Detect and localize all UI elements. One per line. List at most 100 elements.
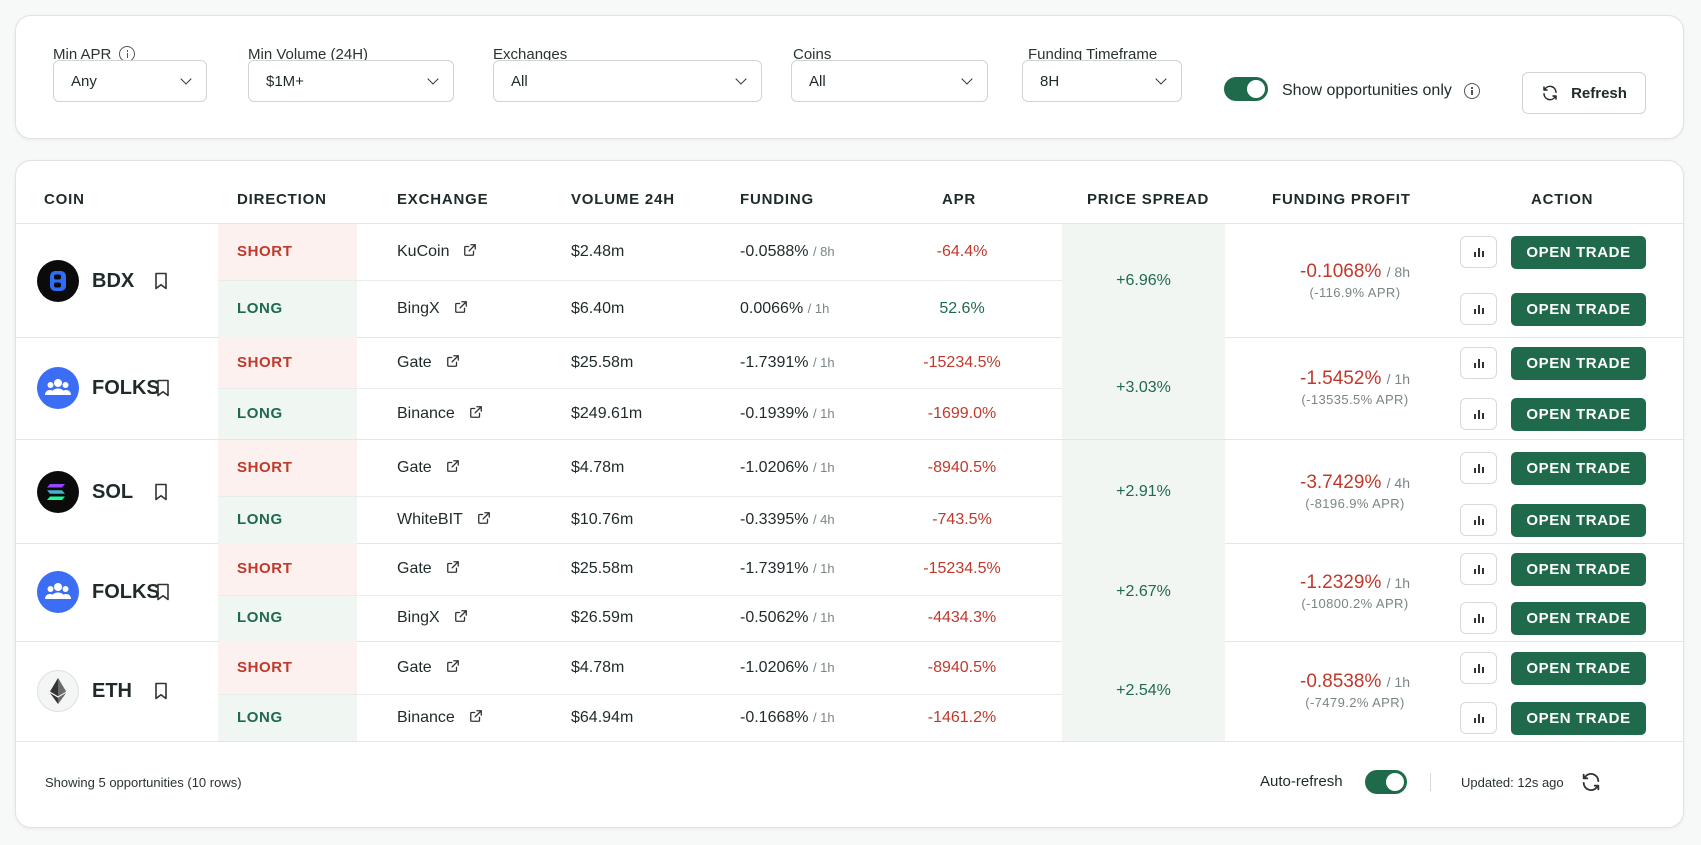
exchange-name[interactable]: Gate	[397, 560, 432, 577]
exchange-name[interactable]: KuCoin	[397, 243, 450, 260]
info-icon[interactable]	[1463, 83, 1480, 99]
exchange-name[interactable]: Gate	[397, 658, 432, 676]
header-direction[interactable]: DIRECTION	[237, 191, 327, 208]
exchange-name[interactable]: Gate	[397, 353, 432, 371]
funding-profit-value: -1.2329%	[1300, 572, 1382, 593]
show-opportunities-toggle[interactable]	[1224, 77, 1268, 101]
chart-icon	[1473, 304, 1484, 314]
header-price-spread[interactable]: PRICE SPREAD	[1087, 191, 1210, 208]
bookmark-icon[interactable]	[156, 583, 170, 601]
exchange-name[interactable]: BingX	[397, 299, 440, 317]
auto-refresh-toggle[interactable]	[1365, 770, 1407, 794]
spread-cell-bg	[1062, 641, 1225, 741]
min-apr-select[interactable]: Any	[53, 60, 207, 102]
external-link-icon[interactable]	[454, 300, 468, 314]
open-trade-button[interactable]: OPEN TRADE	[1511, 602, 1646, 635]
funding-cell: -1.0206% / 1h	[740, 658, 835, 678]
funding-profit-apr: (-116.9% APR)	[1309, 284, 1401, 300]
funding-cell: 0.0066% / 1h	[740, 299, 829, 319]
refresh-button[interactable]: Refresh	[1522, 72, 1646, 114]
bookmark-icon[interactable]	[156, 379, 170, 397]
long-cell-bg	[218, 280, 357, 337]
funding-profit-apr: (-8196.9% APR)	[1305, 495, 1405, 511]
external-link-icon[interactable]	[463, 243, 477, 257]
funding-profit-interval: / 1h	[1386, 575, 1410, 591]
open-trade-button[interactable]: OPEN TRADE	[1511, 397, 1646, 431]
open-trade-button[interactable]: OPEN TRADE	[1511, 553, 1646, 586]
external-link-icon[interactable]	[446, 560, 460, 574]
open-trade-button[interactable]: OPEN TRADE	[1511, 701, 1646, 735]
open-trade-button[interactable]: OPEN TRADE	[1511, 503, 1646, 537]
chart-button[interactable]	[1460, 397, 1497, 430]
funding-rate: -0.1668%	[740, 708, 809, 726]
chart-button[interactable]	[1460, 452, 1497, 484]
bookmark-icon[interactable]	[154, 272, 168, 290]
chart-button[interactable]	[1460, 346, 1497, 379]
external-link-icon[interactable]	[446, 354, 460, 368]
bookmark-icon[interactable]	[154, 682, 168, 700]
funding-cell: -1.0206% / 1h	[740, 458, 835, 478]
funding-cell: -0.1668% / 1h	[740, 708, 835, 728]
chevron-down-icon	[180, 73, 192, 85]
chart-button[interactable]	[1460, 553, 1497, 585]
funding-timeframe-value: 8H	[1040, 72, 1060, 90]
exchange-name[interactable]: BingX	[397, 609, 440, 626]
chart-button[interactable]	[1460, 701, 1497, 734]
funding-rate: -0.3395%	[740, 510, 809, 528]
open-trade-button[interactable]: OPEN TRADE	[1511, 651, 1646, 685]
external-link-icon[interactable]	[469, 405, 483, 419]
external-link-icon[interactable]	[446, 659, 460, 673]
row-divider	[16, 439, 1683, 440]
funding-rate: -0.1939%	[740, 404, 809, 422]
header-funding-profit[interactable]: FUNDING PROFIT	[1272, 191, 1411, 208]
header-coin[interactable]: COIN	[44, 191, 85, 208]
external-link-icon[interactable]	[469, 709, 483, 723]
open-trade-button[interactable]: OPEN TRADE	[1511, 292, 1646, 326]
apr-value: -8940.5%	[927, 658, 997, 676]
header-exchange[interactable]: EXCHANGE	[397, 191, 489, 208]
volume-value: $6.40m	[571, 299, 625, 317]
min-volume-select[interactable]: $1M+	[248, 60, 454, 102]
chevron-down-icon	[735, 73, 747, 85]
exchange-name[interactable]: WhiteBIT	[397, 510, 463, 528]
funding-cell: -0.1939% / 1h	[740, 404, 835, 424]
funding-timeframe-select[interactable]: 8H	[1022, 60, 1182, 102]
refresh-icon	[1543, 85, 1557, 101]
external-link-icon[interactable]	[454, 609, 468, 623]
bookmark-icon[interactable]	[154, 483, 168, 501]
chart-button[interactable]	[1460, 292, 1497, 325]
chart-icon	[1473, 358, 1484, 368]
eth-logo-icon	[37, 670, 79, 712]
funding-profit-cell: -1.2329% / 1h (-10800.2% APR)	[1245, 572, 1465, 611]
header-apr[interactable]: APR	[942, 191, 977, 208]
header-funding[interactable]: FUNDING	[740, 191, 814, 208]
coin-name: FOLKS	[92, 581, 160, 603]
exchange-name[interactable]: Binance	[397, 404, 455, 422]
chart-button[interactable]	[1460, 651, 1497, 684]
exchange-name[interactable]: Binance	[397, 708, 455, 726]
funding-interval: / 1h	[812, 561, 835, 576]
external-link-icon[interactable]	[446, 459, 460, 473]
chart-icon	[1473, 464, 1484, 473]
open-trade-button[interactable]: OPEN TRADE	[1511, 236, 1646, 269]
row-divider	[16, 543, 1683, 544]
chart-button[interactable]	[1460, 602, 1497, 634]
open-trade-button[interactable]: OPEN TRADE	[1511, 452, 1646, 485]
funding-interval: / 8h	[812, 244, 835, 259]
header-volume[interactable]: VOLUME 24H	[571, 191, 675, 208]
funding-rate: -0.5062%	[740, 609, 809, 626]
funding-profit-apr: (-13535.5% APR)	[1301, 392, 1409, 407]
exchange-name[interactable]: Gate	[397, 459, 432, 476]
apr-value: -1699.0%	[927, 404, 997, 422]
chevron-down-icon	[1155, 73, 1167, 85]
funding-interval: / 1h	[812, 709, 835, 725]
coins-select[interactable]: All	[791, 60, 988, 102]
exchanges-select[interactable]: All	[493, 60, 762, 102]
open-trade-button[interactable]: OPEN TRADE	[1511, 346, 1646, 380]
chart-button[interactable]	[1460, 236, 1497, 268]
chart-icon	[1473, 565, 1484, 574]
external-link-icon[interactable]	[477, 511, 491, 525]
chart-button[interactable]	[1460, 503, 1497, 536]
refresh-icon[interactable]	[1580, 771, 1602, 793]
exchange-cell: KuCoin	[397, 242, 477, 262]
